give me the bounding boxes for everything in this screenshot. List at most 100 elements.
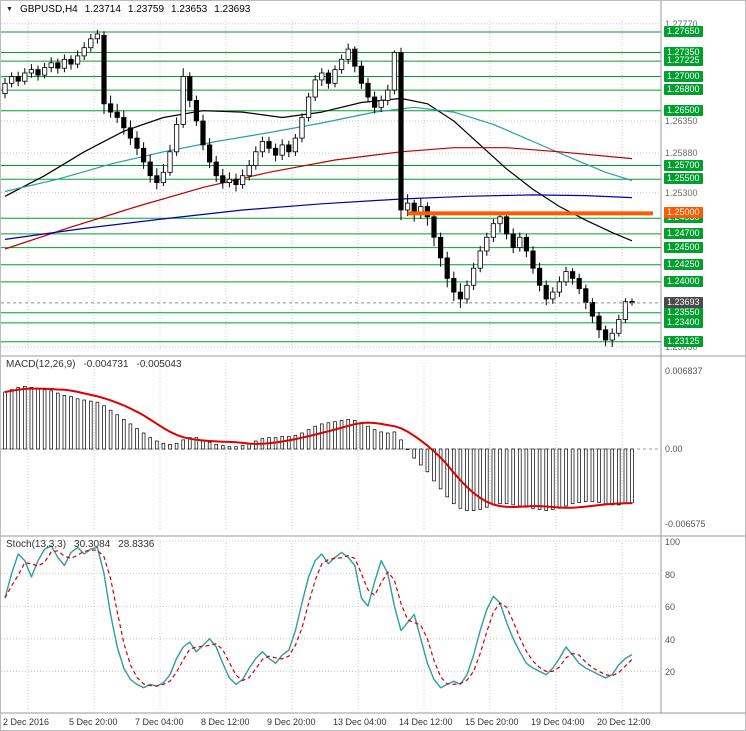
candle-body <box>517 236 523 249</box>
price-level-label[interactable]: 1.24500 <box>664 241 703 253</box>
price-level-label[interactable]: 1.24700 <box>664 227 703 239</box>
candle-body <box>556 281 563 293</box>
candle-body <box>246 165 252 177</box>
macd-signal-line <box>4 387 633 509</box>
candle-body <box>616 319 622 334</box>
stoch-axis-label: 100 <box>665 537 681 547</box>
price-level-label[interactable]: 1.27225 <box>664 55 703 67</box>
macd-label-row: MACD(12,26,9) -0.004731 -0.005043 <box>6 359 182 370</box>
candle-body <box>378 100 384 108</box>
candle-body <box>2 82 8 95</box>
macd-histogram-bar <box>16 387 20 450</box>
candle-body <box>510 233 516 248</box>
candle-body <box>385 89 391 101</box>
candle-body <box>94 33 100 40</box>
macd-histogram-bar <box>603 448 608 505</box>
price-level-label[interactable]: 1.26800 <box>664 84 703 96</box>
current-price-label: 1.23693 <box>664 296 703 308</box>
candle-body <box>609 332 615 341</box>
macd-axis-label: -0.006575 <box>665 519 706 529</box>
candle-body <box>404 202 411 211</box>
macd-histogram-bar <box>300 432 304 450</box>
price-level-label[interactable]: 1.27350 <box>664 46 703 58</box>
macd-histogram-bar <box>432 448 436 482</box>
stoch-signal-line <box>4 549 633 687</box>
macd-histogram-bar <box>313 425 317 450</box>
price-level-label[interactable]: 1.24250 <box>664 258 703 270</box>
price-level-label[interactable]: 1.27650 <box>664 26 703 37</box>
macd-histogram-bar <box>188 437 192 450</box>
price-level-label[interactable]: 1.27000 <box>664 70 703 82</box>
macd-histogram-bar <box>181 439 185 450</box>
candle-body <box>75 55 81 65</box>
candle-body <box>213 161 219 177</box>
macd-histogram-bar <box>69 396 73 450</box>
price-level-label[interactable]: 1.25500 <box>664 173 703 185</box>
candle-body <box>497 216 503 225</box>
macd-histogram-bar <box>102 405 106 450</box>
macd-histogram-bar <box>438 448 443 490</box>
macd-indicator-name: MACD(12,26,9) <box>6 359 76 370</box>
candle-body <box>134 137 140 149</box>
candle-body <box>108 103 114 113</box>
macd-histogram-bar <box>23 385 27 450</box>
macd-histogram-bar <box>498 448 502 505</box>
price-level-label[interactable]: 1.24000 <box>664 275 703 287</box>
candle-body <box>457 291 464 300</box>
time-axis-label: 5 Dec 20:00 <box>69 717 118 727</box>
candle-body <box>259 141 266 153</box>
stoch-axis-label: 80 <box>665 569 676 580</box>
macd-histogram-bar <box>425 448 430 473</box>
macd-histogram-bar <box>564 448 568 507</box>
macd-histogram-bar <box>630 448 634 504</box>
candle-body <box>140 147 147 163</box>
candle-body <box>484 236 490 252</box>
macd-histogram-bar <box>557 448 562 509</box>
macd-histogram-bar <box>36 388 40 450</box>
price-level-label[interactable]: 1.23125 <box>664 335 703 347</box>
stoch-indicator-name: Stoch(13,3,3) <box>6 539 67 550</box>
macd-histogram-bar <box>207 441 212 450</box>
macd-histogram-bar <box>135 428 139 450</box>
stoch-main-value: 30.3084 <box>74 539 111 550</box>
macd-histogram-bar <box>392 431 397 450</box>
candle-body <box>206 144 213 163</box>
macd-histogram-bar <box>95 401 100 450</box>
macd-histogram-bar <box>9 389 14 450</box>
macd-histogram-bar <box>419 448 423 466</box>
macd-histogram-bar <box>597 448 601 503</box>
price-level-label[interactable]: 1.23550 <box>664 306 703 318</box>
macd-histogram-bar <box>353 420 357 450</box>
candle-body <box>167 151 173 173</box>
macd-histogram-bar <box>194 437 199 450</box>
time-axis-label: 20 Dec 12:00 <box>597 717 651 727</box>
candle-body <box>444 257 450 279</box>
stoch-label-row: Stoch(13,3,3) 30.3084 28.8336 <box>6 539 154 550</box>
macd-histogram-bar <box>445 448 449 498</box>
candle-body <box>583 288 589 303</box>
candle-body <box>312 79 318 98</box>
macd-histogram-bar <box>108 409 113 450</box>
symbol-dropdown-icon[interactable]: ▼ <box>6 6 13 13</box>
price-level-label-orange[interactable]: 1.25000 <box>664 207 703 219</box>
stoch-signal-value: 28.8336 <box>118 539 155 550</box>
time-axis-label: 7 Dec 04:00 <box>135 717 184 727</box>
ohlc-high-value: 1.23759 <box>127 4 165 15</box>
macd-histogram-bar <box>42 389 47 450</box>
candle-body <box>358 65 365 84</box>
candle-body <box>292 137 299 153</box>
candle-body <box>101 35 107 105</box>
macd-histogram-bar <box>405 448 410 450</box>
time-axis-label: 14 Dec 12:00 <box>399 717 453 727</box>
price-level-label[interactable]: 1.26500 <box>664 104 703 116</box>
candle-body <box>88 38 94 49</box>
price-level-label[interactable]: 1.23400 <box>664 316 703 328</box>
candle-body <box>352 48 358 67</box>
macd-histogram-bar <box>227 446 232 450</box>
price-level-label[interactable]: 1.25700 <box>664 159 703 171</box>
macd-histogram-bar <box>240 445 245 450</box>
candle-body <box>365 82 371 98</box>
time-axis-label: 19 Dec 04:00 <box>531 717 585 727</box>
price-grid-label: 1.25300 <box>665 187 698 198</box>
